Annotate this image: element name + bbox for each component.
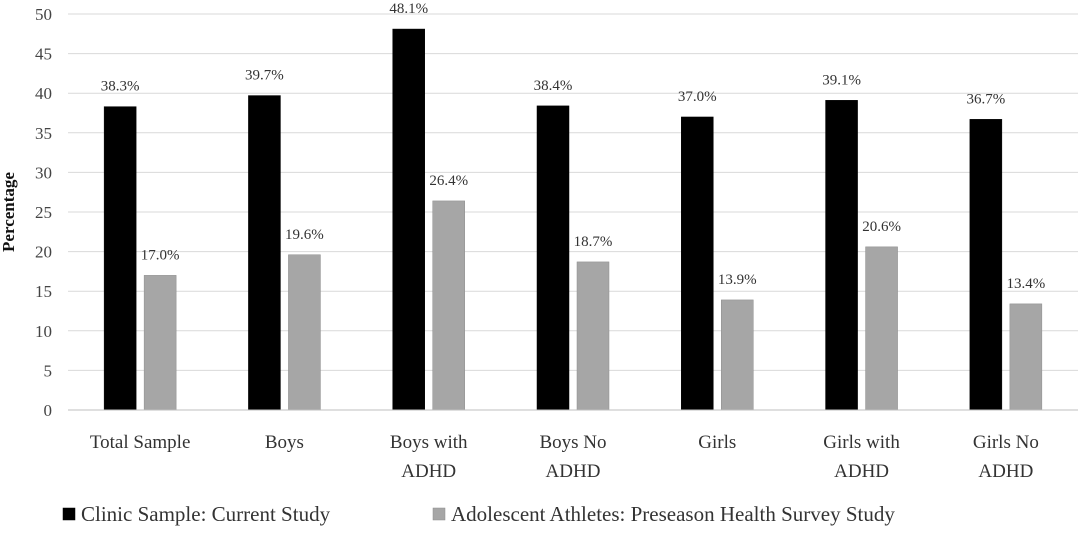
category-label: ADHD xyxy=(546,461,601,482)
data-label: 38.4% xyxy=(534,78,573,94)
data-label: 19.6% xyxy=(285,227,324,243)
y-tick-label: 25 xyxy=(35,203,52,222)
bar-clinic-3 xyxy=(536,105,570,411)
y-tick-label: 35 xyxy=(35,124,52,143)
category-label: ADHD xyxy=(978,461,1033,482)
gridlines xyxy=(68,13,1078,371)
legend-label: Clinic Sample: Current Study xyxy=(81,502,331,526)
data-label: 36.7% xyxy=(966,91,1005,107)
y-tick-label: 0 xyxy=(44,401,53,420)
legend: Clinic Sample: Current Study Adolescent A… xyxy=(62,502,895,526)
legend-swatch-clinic xyxy=(62,507,76,521)
category-label: Girls with xyxy=(823,432,900,453)
data-labels: 38.3% 17.0% 39.7% 19.6% 48.1% 26.4% 38.4% 18.7%… xyxy=(101,1,1045,292)
data-label: 26.4% xyxy=(429,173,468,189)
y-tick-label: 45 xyxy=(35,45,52,64)
bar-clinic-1 xyxy=(248,95,281,411)
data-label: 39.1% xyxy=(822,72,861,88)
bar-clinic-5 xyxy=(825,100,858,411)
y-tick-label: 50 xyxy=(35,5,52,24)
category-label: Total Sample xyxy=(90,432,191,453)
category-labels: Total Sample Boys Boys with ADHD Boys No ADHD… xyxy=(90,432,1039,482)
y-axis-ticks: 0 5 10 15 20 25 30 35 40 45 50 xyxy=(35,5,52,420)
category-label: Girls No xyxy=(973,432,1039,453)
bar-athletes-6 xyxy=(1009,303,1043,411)
data-label: 17.0% xyxy=(141,247,180,263)
category-label: Girls xyxy=(698,432,736,453)
y-axis-label: Percentage xyxy=(0,172,18,252)
bar-athletes-4 xyxy=(721,299,754,411)
data-label: 48.1% xyxy=(389,1,428,17)
bar-clinic-4 xyxy=(681,116,714,411)
bar-athletes-3 xyxy=(576,261,610,411)
data-label: 18.7% xyxy=(574,234,613,250)
data-label: 39.7% xyxy=(245,68,284,84)
category-label: Boys xyxy=(265,432,304,453)
data-label: 13.4% xyxy=(1006,276,1045,292)
bar-clinic-0 xyxy=(103,106,137,411)
category-label: ADHD xyxy=(834,461,889,482)
category-label: Boys No xyxy=(539,432,606,453)
category-label: ADHD xyxy=(401,461,456,482)
bar-athletes-2 xyxy=(432,200,465,411)
bar-clinic-2 xyxy=(392,28,425,411)
data-label: 20.6% xyxy=(862,219,901,235)
legend-label: Adolescent Athletes: Preseason Health Su… xyxy=(451,502,895,526)
bar-clinic-6 xyxy=(969,119,1003,411)
data-label: 38.3% xyxy=(101,79,140,95)
y-tick-label: 10 xyxy=(35,322,52,341)
category-label: Boys with xyxy=(390,432,468,453)
bar-athletes-1 xyxy=(288,254,321,411)
y-tick-label: 15 xyxy=(35,282,52,301)
bar-athletes-0 xyxy=(143,275,177,411)
y-tick-label: 5 xyxy=(44,361,53,380)
legend-swatch-athletes xyxy=(432,507,446,521)
y-tick-label: 20 xyxy=(35,243,52,262)
y-tick-label: 40 xyxy=(35,84,52,103)
y-tick-label: 30 xyxy=(35,163,52,182)
data-label: 37.0% xyxy=(678,89,717,105)
data-label: 13.9% xyxy=(718,272,757,288)
bars xyxy=(103,28,1043,411)
bar-athletes-5 xyxy=(865,246,898,411)
